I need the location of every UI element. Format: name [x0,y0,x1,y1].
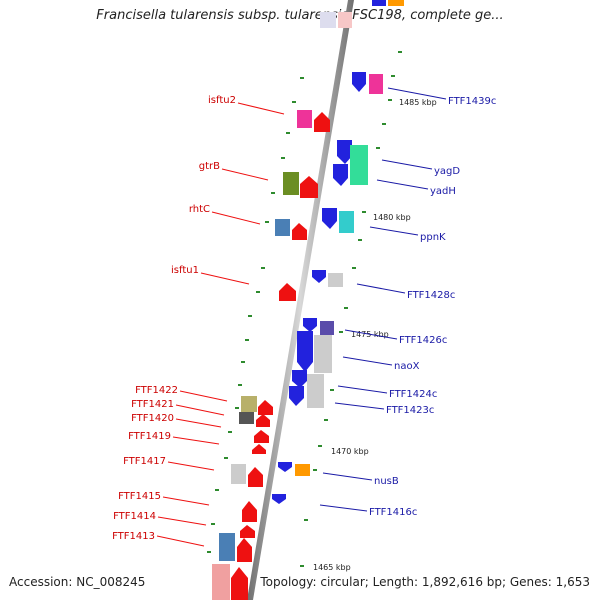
scale-label: 1470 kbp [331,447,369,456]
gene-label-right[interactable]: nusB [374,476,399,487]
right-leader-lines [319,87,447,512]
gene-feature[interactable] [275,219,290,236]
gene-feature[interactable] [248,467,263,487]
gene-label-right[interactable]: FTF1423c [386,405,434,416]
gene-label-left[interactable]: FTF1420 [131,413,174,424]
gene-label-left[interactable]: FTF1415 [118,491,161,502]
gene-feature[interactable] [212,564,230,600]
genome-backbone [247,0,354,600]
gene-feature[interactable] [241,396,257,412]
scale-label: 1480 kbp [373,213,411,222]
scale-label: 1485 kbp [399,98,437,107]
gene-feature[interactable] [254,430,269,443]
gene-feature[interactable] [320,321,334,335]
gene-label-right[interactable]: yadH [430,186,456,197]
gene-feature[interactable] [339,211,354,233]
gene-feature[interactable] [283,172,299,195]
gene-label-left[interactable]: rhtC [189,204,210,215]
gene-label-left[interactable]: isftu2 [208,95,236,106]
gene-label-right[interactable]: FTF1416c [369,507,417,518]
gene-feature[interactable] [240,525,255,538]
gene-feature[interactable] [307,374,324,408]
gene-feature[interactable] [322,208,337,229]
scale-label: 1465 kbp [313,563,351,572]
gene-label-left[interactable]: FTF1422 [135,385,178,396]
gene-feature[interactable] [303,318,317,332]
gene-label-left[interactable]: FTF1417 [123,456,166,467]
topology-info: Topology: circular; Length: 1,892,616 bp… [260,575,590,589]
gene-feature[interactable] [297,331,313,372]
gene-feature[interactable] [292,223,307,240]
gene-label-right[interactable]: FTF1424c [389,389,437,400]
gene-feature[interactable] [242,501,257,522]
gene-feature[interactable] [231,464,246,484]
gene-label-left[interactable]: FTF1414 [113,511,156,522]
gene-label-left[interactable]: FTF1421 [131,399,174,410]
scale-ticks [207,51,402,567]
gene-feature[interactable] [337,140,352,164]
gene-feature[interactable] [352,72,366,92]
gene-feature[interactable] [272,494,286,504]
gene-label-right[interactable]: FTF1426c [399,335,447,346]
gene-feature[interactable] [252,444,266,454]
gene-feature[interactable] [239,412,254,424]
gene-label-right[interactable]: naoX [394,361,420,372]
gene-feature[interactable] [350,145,368,185]
gene-label-right[interactable]: yagD [434,166,460,177]
gene-feature[interactable] [333,164,348,186]
gene-label-right[interactable]: FTF1428c [407,290,455,301]
gene-label-left[interactable]: gtrB [199,161,220,172]
gene-feature[interactable] [258,400,273,415]
gene-feature[interactable] [312,270,326,283]
gene-feature[interactable] [338,12,352,28]
gene-feature[interactable] [297,110,312,128]
gene-feature[interactable] [314,112,330,132]
gene-label-right[interactable]: FTF1439c [448,96,496,107]
gene-feature[interactable] [219,533,235,561]
gene-feature[interactable] [328,273,343,287]
left-leader-lines [156,102,285,547]
gene-feature[interactable] [279,283,296,301]
gene-feature[interactable] [295,464,310,476]
gene-feature[interactable] [256,414,270,427]
map-title: Francisella tularensis subsp. tularensis… [96,8,504,23]
accession-info: Accession: NC_008245 [9,575,146,589]
gene-feature[interactable] [292,370,307,388]
gene-feature[interactable] [369,74,383,94]
gene-feature[interactable] [320,12,336,28]
gene-label-left[interactable]: FTF1413 [112,531,155,542]
gene-feature[interactable] [278,462,292,472]
gene-feature[interactable] [372,0,386,6]
gene-feature[interactable] [231,567,248,600]
gene-feature[interactable] [314,335,332,373]
gene-feature[interactable] [289,386,304,406]
gene-feature[interactable] [237,538,252,562]
gene-label-left[interactable]: isftu1 [171,265,199,276]
gene-feature[interactable] [388,0,404,6]
gene-feature[interactable] [300,176,318,198]
gene-label-left[interactable]: FTF1419 [128,431,171,442]
gene-label-right[interactable]: ppnK [420,232,446,243]
